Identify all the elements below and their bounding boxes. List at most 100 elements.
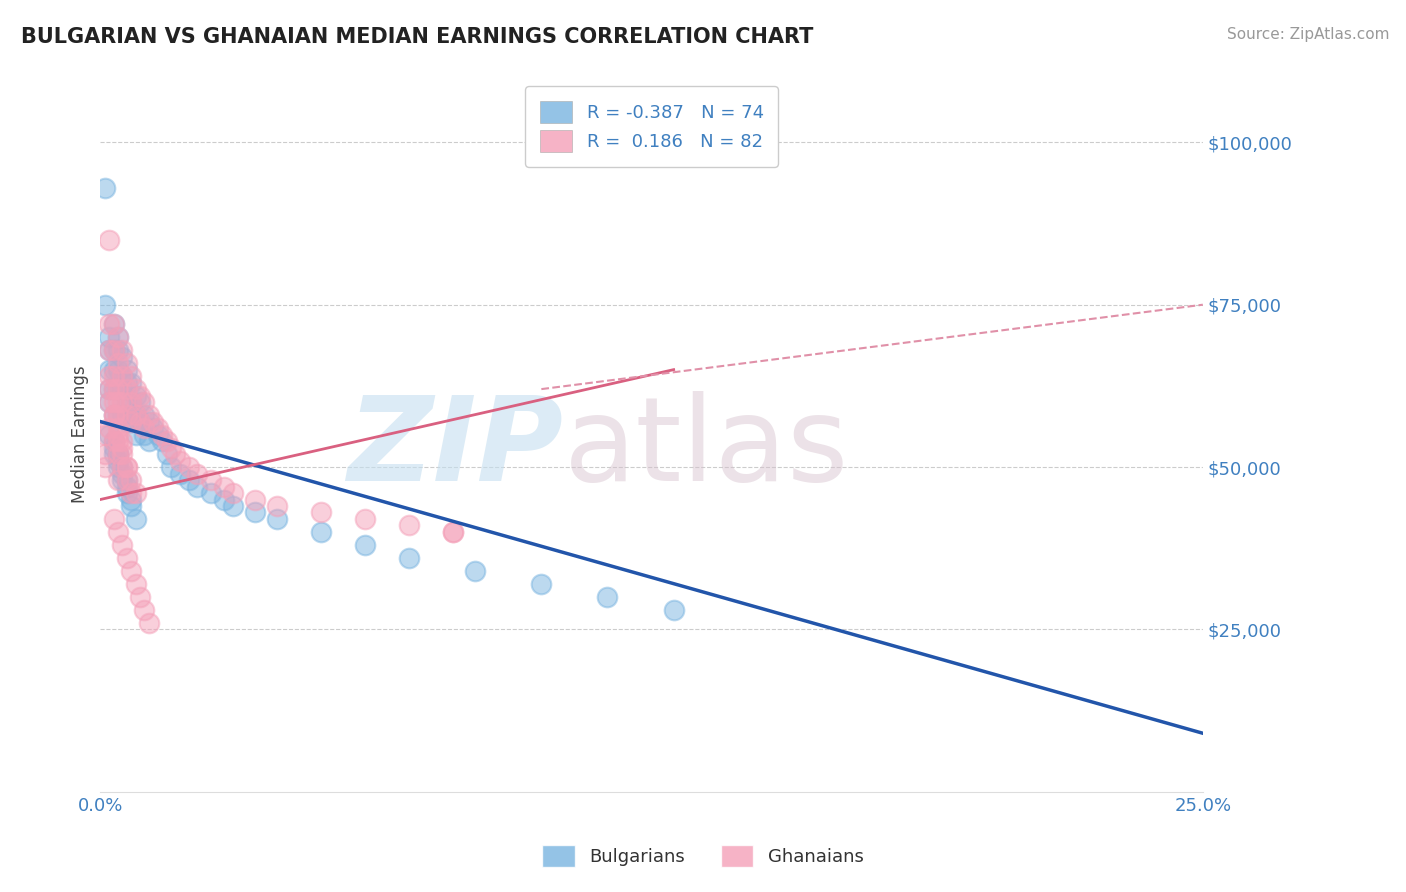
Point [115,382,138,396]
Point [124,512,146,526]
Point [115,362,138,376]
Point [103,317,125,331]
Point [134,421,156,435]
Point [124,408,146,422]
Text: ZIP: ZIP [347,392,564,507]
Point [94,447,117,461]
Point [98,317,121,331]
Point [107,330,129,344]
Point [177,460,200,475]
Point [103,408,125,422]
Point [169,467,191,481]
Point [103,343,125,358]
Point [107,356,129,370]
Point [200,486,222,500]
Point [155,447,177,461]
Point [309,506,332,520]
Point [120,486,142,500]
Point [243,506,266,520]
Point [111,538,134,552]
Point [103,408,125,422]
Point [111,395,134,409]
Point [266,499,288,513]
Point [103,317,125,331]
Point [138,415,160,429]
Point [120,564,142,578]
Point [134,603,156,617]
Point [150,434,173,448]
Point [111,369,134,384]
Point [120,473,142,487]
Point [107,408,129,422]
Point [107,408,129,422]
Point [120,415,142,429]
Point [111,460,134,475]
Point [111,350,134,364]
Point [98,343,121,358]
Point [103,434,125,448]
Point [124,389,146,403]
Point [103,447,125,461]
Point [115,395,138,409]
Point [129,395,152,409]
Point [124,382,146,396]
Point [124,577,146,591]
Point [94,460,117,475]
Point [138,408,160,422]
Point [200,473,222,487]
Point [103,441,125,455]
Point [94,298,117,312]
Point [98,330,121,344]
Point [107,447,129,461]
Point [98,343,121,358]
Point [115,473,138,487]
Point [115,376,138,390]
Point [134,408,156,422]
Point [115,473,138,487]
Point [221,499,243,513]
Point [134,427,156,442]
Point [111,343,134,358]
Point [124,408,146,422]
Point [354,538,377,552]
Point [212,479,235,493]
Point [111,382,134,396]
Point [266,512,288,526]
Point [107,395,129,409]
Point [115,550,138,565]
Point [138,615,160,630]
Point [124,427,146,442]
Point [103,434,125,448]
Point [107,362,129,376]
Point [398,550,420,565]
Point [107,524,129,539]
Point [98,382,121,396]
Point [129,415,152,429]
Point [98,362,121,376]
Point [186,467,208,481]
Point [111,369,134,384]
Point [115,479,138,493]
Point [107,343,129,358]
Point [596,590,619,604]
Point [662,603,685,617]
Point [111,434,134,448]
Point [115,486,138,500]
Point [98,395,121,409]
Point [115,460,138,475]
Point [115,415,138,429]
Point [160,441,183,455]
Text: BULGARIAN VS GHANAIAN MEDIAN EARNINGS CORRELATION CHART: BULGARIAN VS GHANAIAN MEDIAN EARNINGS CO… [21,27,814,46]
Point [398,518,420,533]
Point [107,447,129,461]
Text: atlas: atlas [564,392,849,507]
Point [103,408,125,422]
Point [120,492,142,507]
Point [138,434,160,448]
Point [155,434,177,448]
Point [160,460,183,475]
Point [107,473,129,487]
Point [98,427,121,442]
Point [115,408,138,422]
Text: Source: ZipAtlas.com: Source: ZipAtlas.com [1226,27,1389,42]
